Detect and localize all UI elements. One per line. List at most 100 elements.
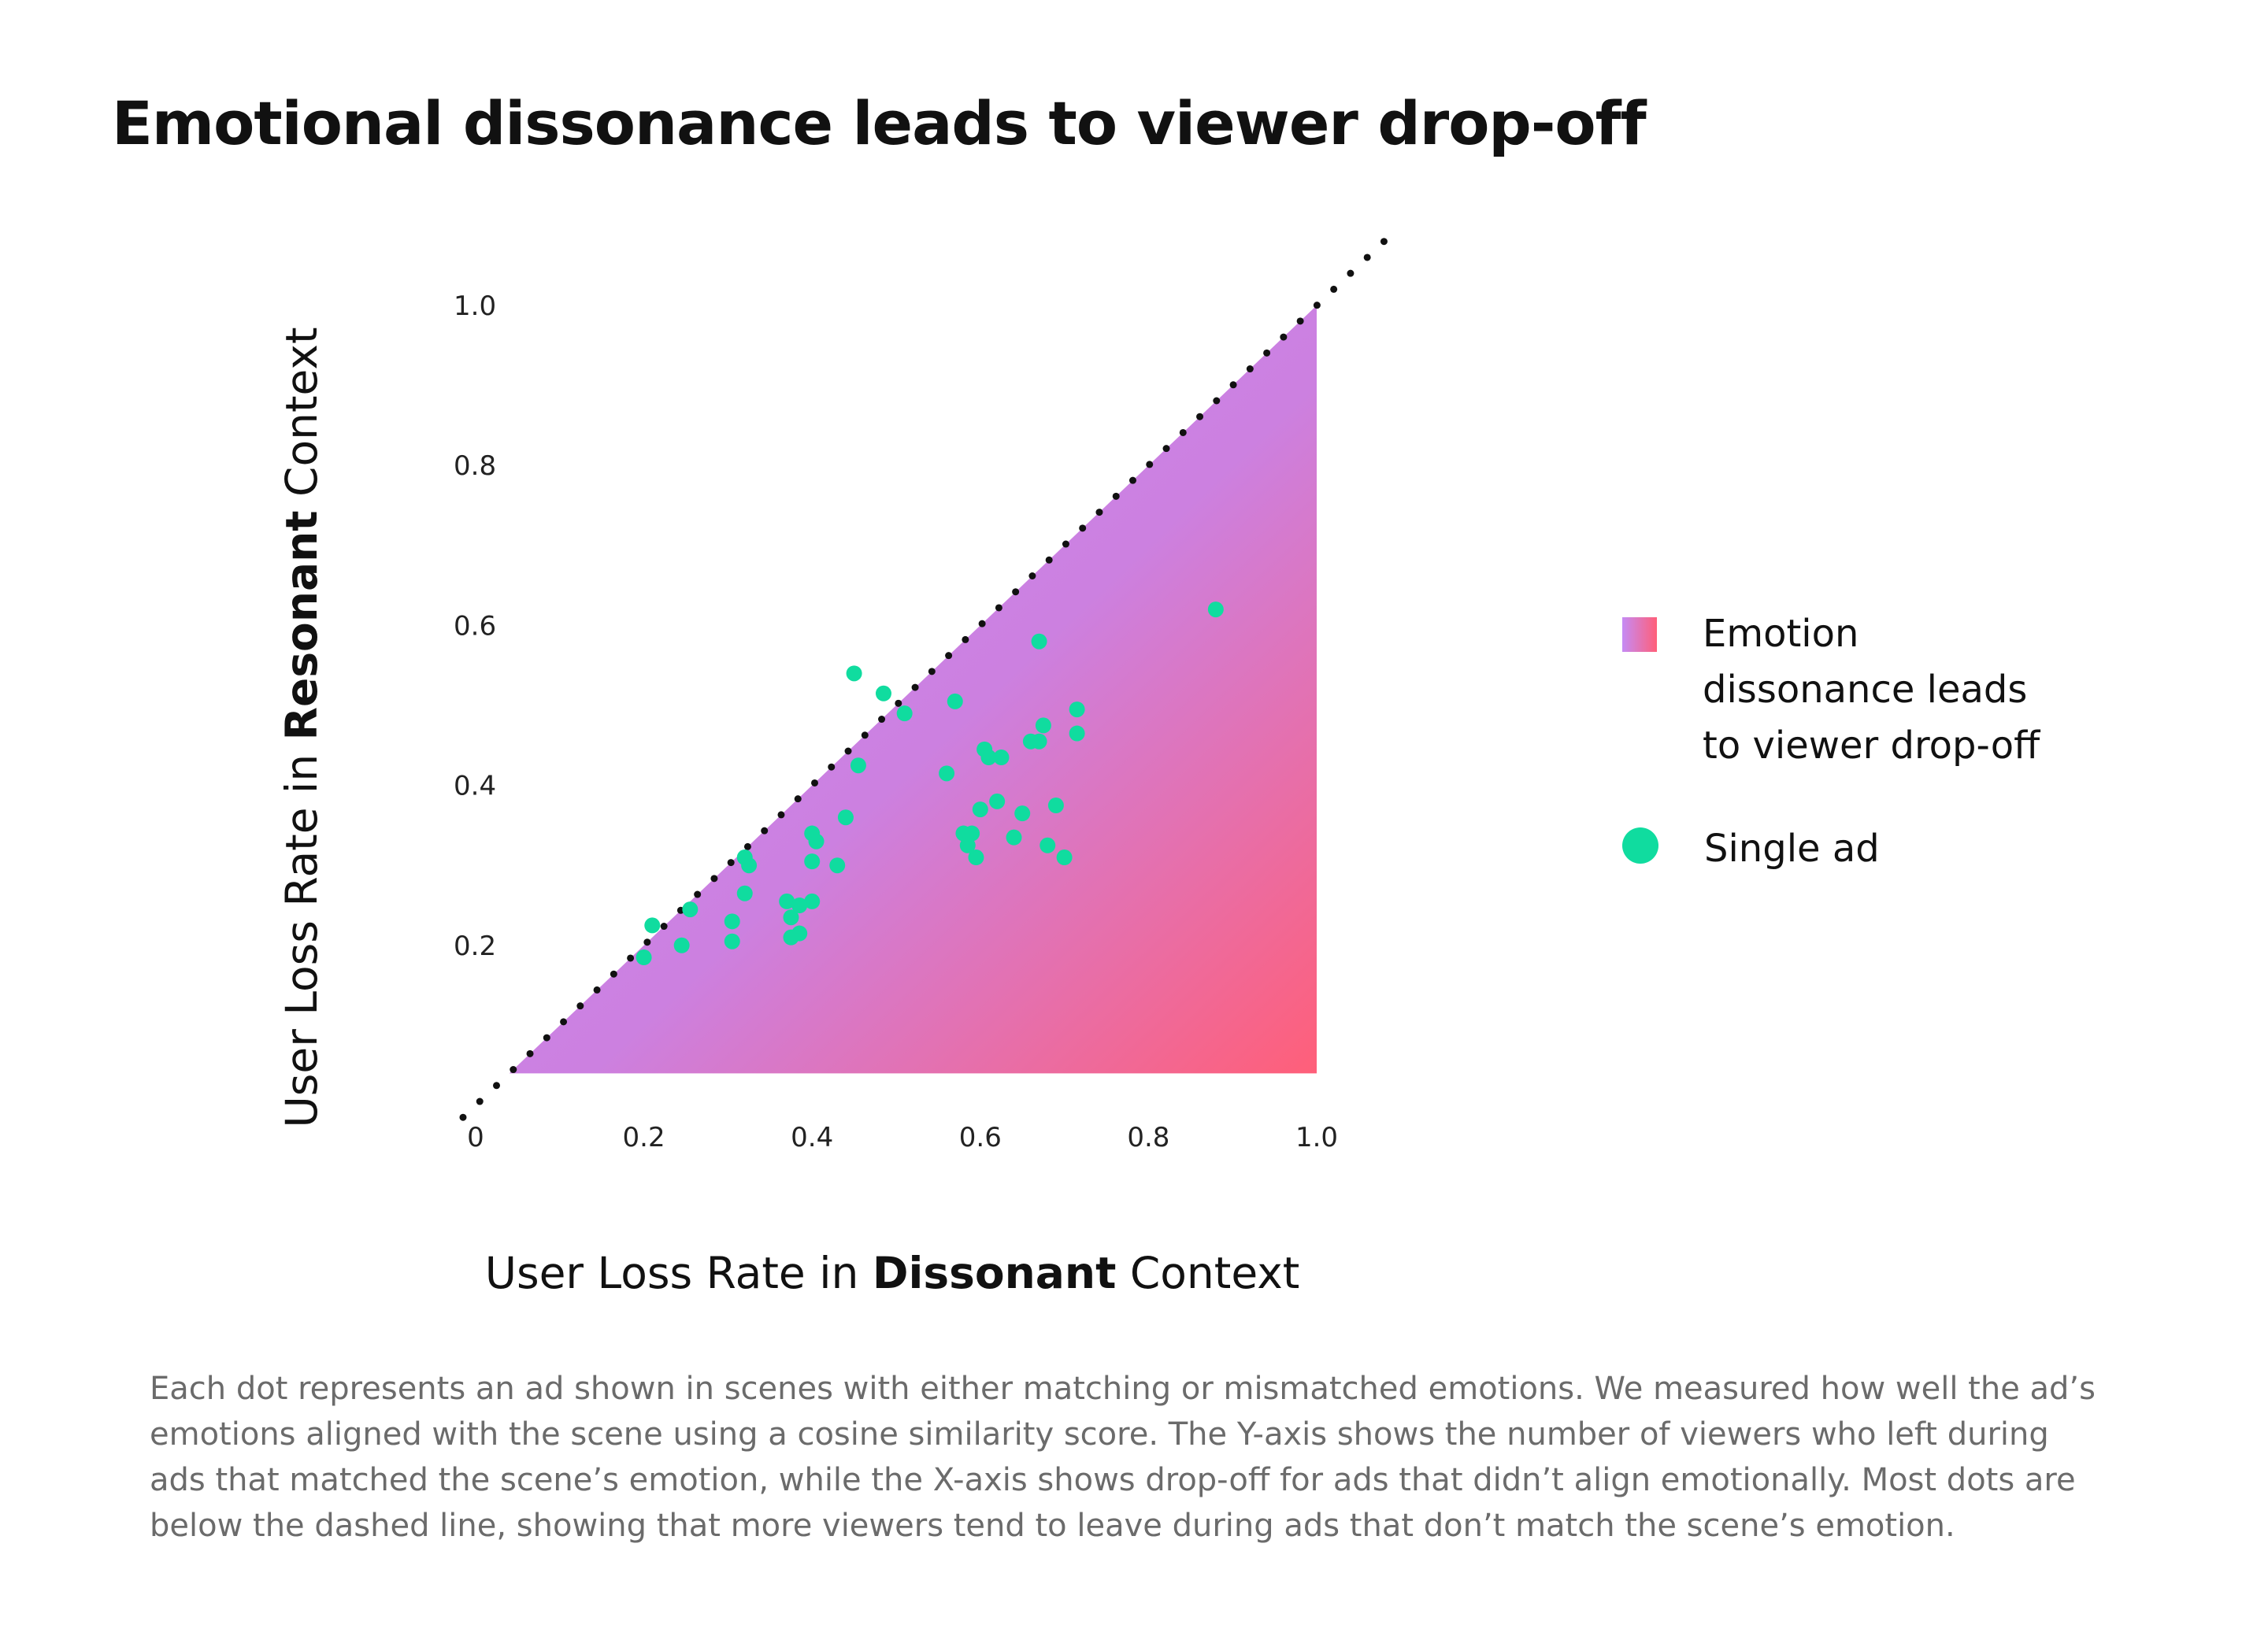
- y-axis-title: User Loss Rate in Resonant Context: [276, 327, 327, 1127]
- data-point: [1047, 798, 1064, 813]
- diagonal-dot: [895, 699, 902, 707]
- diagonal-dot: [828, 763, 836, 771]
- diagonal-dot: [1028, 572, 1036, 580]
- data-point: [724, 933, 740, 949]
- x-tick-label: 0: [467, 1122, 484, 1153]
- data-point: [779, 893, 795, 909]
- data-point: [896, 705, 913, 722]
- diagonal-dot: [1196, 413, 1204, 420]
- data-point: [964, 825, 980, 842]
- diagonal-dot: [761, 827, 769, 835]
- diagonal-dot: [1128, 476, 1136, 484]
- data-point: [724, 913, 740, 930]
- y-tick-label: 0.2: [454, 931, 496, 962]
- y-tick-label: 0.4: [454, 771, 496, 802]
- data-point: [783, 929, 799, 946]
- data-point: [1207, 601, 1224, 618]
- data-point: [947, 693, 963, 709]
- data-point: [673, 937, 690, 953]
- chart-caption: Each dot represents an ad shown in scene…: [150, 1371, 2096, 1544]
- diagonal-dot: [1380, 238, 1388, 246]
- diagonal-dot: [1162, 445, 1170, 453]
- diagonal-dot: [878, 716, 886, 724]
- diagonal-dotted-line: [459, 238, 1388, 1121]
- diagonal-dot: [1095, 509, 1103, 516]
- diagonal-dot: [1146, 461, 1154, 468]
- data-point: [1056, 849, 1073, 866]
- data-point: [1014, 805, 1031, 822]
- data-point: [804, 893, 821, 909]
- x-axis-title: User Loss Rate in Dissonant Context: [485, 1248, 1300, 1298]
- data-point: [1069, 701, 1085, 718]
- diagonal-dot: [777, 811, 785, 819]
- x-tick-label: 0.6: [959, 1122, 1002, 1153]
- diagonal-dot: [593, 986, 601, 994]
- data-point: [850, 757, 866, 774]
- diagonal-dot: [627, 954, 635, 962]
- data-points: [636, 601, 1224, 966]
- diagonal-dot: [1179, 428, 1187, 436]
- data-point: [939, 765, 955, 782]
- gradient-swatch-icon: [1622, 617, 1657, 652]
- dot-swatch-icon: [1622, 827, 1658, 864]
- diagonal-dot: [526, 1049, 534, 1057]
- diagonal-dot: [643, 938, 651, 946]
- diagonal-dot: [1062, 540, 1069, 548]
- data-point: [993, 750, 1010, 766]
- data-point: [1035, 717, 1051, 734]
- diagonal-dot: [1246, 365, 1254, 373]
- data-point: [791, 898, 808, 913]
- diagonal-dot: [844, 747, 852, 755]
- diagonal-dot: [911, 683, 919, 691]
- diagonal-dot: [995, 604, 1002, 612]
- data-point: [1031, 633, 1047, 650]
- diagonal-dot: [1112, 492, 1120, 500]
- diagonal-dot: [962, 635, 969, 643]
- data-point: [846, 665, 862, 682]
- diagonal-dot: [710, 875, 718, 883]
- y-tick-label: 0.6: [454, 610, 496, 642]
- diagonal-dot: [928, 668, 936, 675]
- diagonal-dot: [694, 890, 702, 898]
- x-tick-label: 0.8: [1127, 1122, 1169, 1153]
- legend: Emotion dissonance leads to viewer drop-…: [1622, 606, 2065, 924]
- legend-label-gradient: Emotion dissonance leads to viewer drop-…: [1703, 612, 2040, 768]
- scatter-chart: 0 0.2 0.4 0.6 0.8 1.0 0.2 0.4 0.6 0.8 1.0 User Lo…: [276, 238, 1388, 1298]
- diagonal-dot: [1313, 302, 1321, 309]
- x-tick-label: 0.4: [791, 1122, 833, 1153]
- data-point: [968, 849, 984, 866]
- x-tick-label: 1.0: [1295, 1122, 1338, 1153]
- data-point: [1006, 829, 1022, 846]
- y-axis-ticks: 0.2 0.4 0.6 0.8 1.0: [454, 291, 496, 962]
- diagonal-dot: [1280, 333, 1288, 341]
- diagonal-dot: [493, 1082, 501, 1090]
- data-point: [875, 685, 891, 701]
- diagonal-dot: [476, 1097, 484, 1105]
- data-point: [959, 837, 976, 853]
- diagonal-dot: [945, 652, 953, 660]
- diagonal-dot: [576, 1002, 584, 1010]
- data-point: [1040, 837, 1056, 853]
- legend-item-gradient: Emotion dissonance leads to viewer drop-…: [1622, 606, 2065, 774]
- x-tick-label: 0.2: [623, 1122, 665, 1153]
- diagonal-dot: [727, 859, 735, 867]
- diagonal-dot: [660, 923, 668, 931]
- data-point: [804, 853, 821, 870]
- diagonal-dot: [560, 1018, 568, 1026]
- diagonal-dot: [978, 620, 986, 627]
- diagonal-dot: [794, 795, 802, 803]
- diagonal-dot: [1229, 381, 1237, 389]
- diagonal-dot: [861, 731, 869, 739]
- diagonal-dot: [1330, 285, 1338, 293]
- data-point: [1031, 733, 1047, 750]
- diagonal-dot: [811, 779, 819, 787]
- data-point: [808, 833, 825, 849]
- diagonal-dot: [1213, 397, 1221, 405]
- data-point: [682, 901, 699, 918]
- data-point: [1069, 725, 1085, 742]
- diagonal-dot: [610, 970, 617, 978]
- legend-item-dot: Single ad: [1622, 821, 2065, 877]
- page-title: Emotional dissonance leads to viewer dro…: [112, 88, 1647, 158]
- diagonal-dot: [543, 1034, 550, 1042]
- legend-label-dot: Single ad: [1704, 827, 1880, 871]
